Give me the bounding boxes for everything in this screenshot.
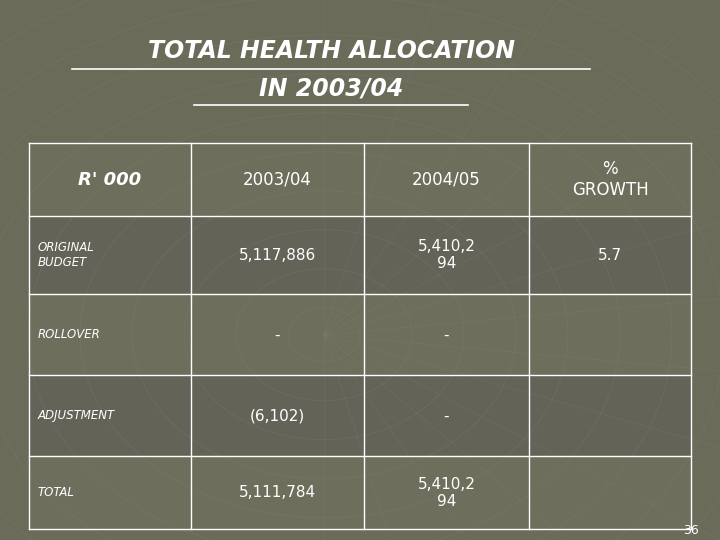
Text: -: - [444,408,449,423]
Text: IN 2003/04: IN 2003/04 [259,76,403,100]
Text: -: - [274,327,280,342]
Bar [29,143,691,216]
Text: -: - [444,327,449,342]
Text: TOTAL: TOTAL [37,486,74,500]
Text: 5,410,2
94: 5,410,2 94 [418,476,475,509]
Text: 36: 36 [683,524,698,537]
Text: ROLLOVER: ROLLOVER [37,328,100,341]
Text: R' 000: R' 000 [78,171,141,188]
Text: 5,111,784: 5,111,784 [238,485,316,500]
Bar [29,456,691,529]
Text: 5,117,886: 5,117,886 [238,248,316,262]
Bar [29,216,691,294]
Bar [29,294,691,375]
Text: ADJUSTMENT: ADJUSTMENT [37,409,114,422]
Text: TOTAL HEALTH ALLOCATION: TOTAL HEALTH ALLOCATION [148,39,515,63]
Text: ORIGINAL
BUDGET: ORIGINAL BUDGET [37,241,94,269]
Text: %
GROWTH: % GROWTH [572,160,649,199]
Text: 2003/04: 2003/04 [243,171,312,188]
Text: 5.7: 5.7 [598,248,622,262]
Text: (6,102): (6,102) [250,408,305,423]
Text: 5,410,2
94: 5,410,2 94 [418,239,475,271]
Bar [29,375,691,456]
Text: 2004/05: 2004/05 [412,171,481,188]
